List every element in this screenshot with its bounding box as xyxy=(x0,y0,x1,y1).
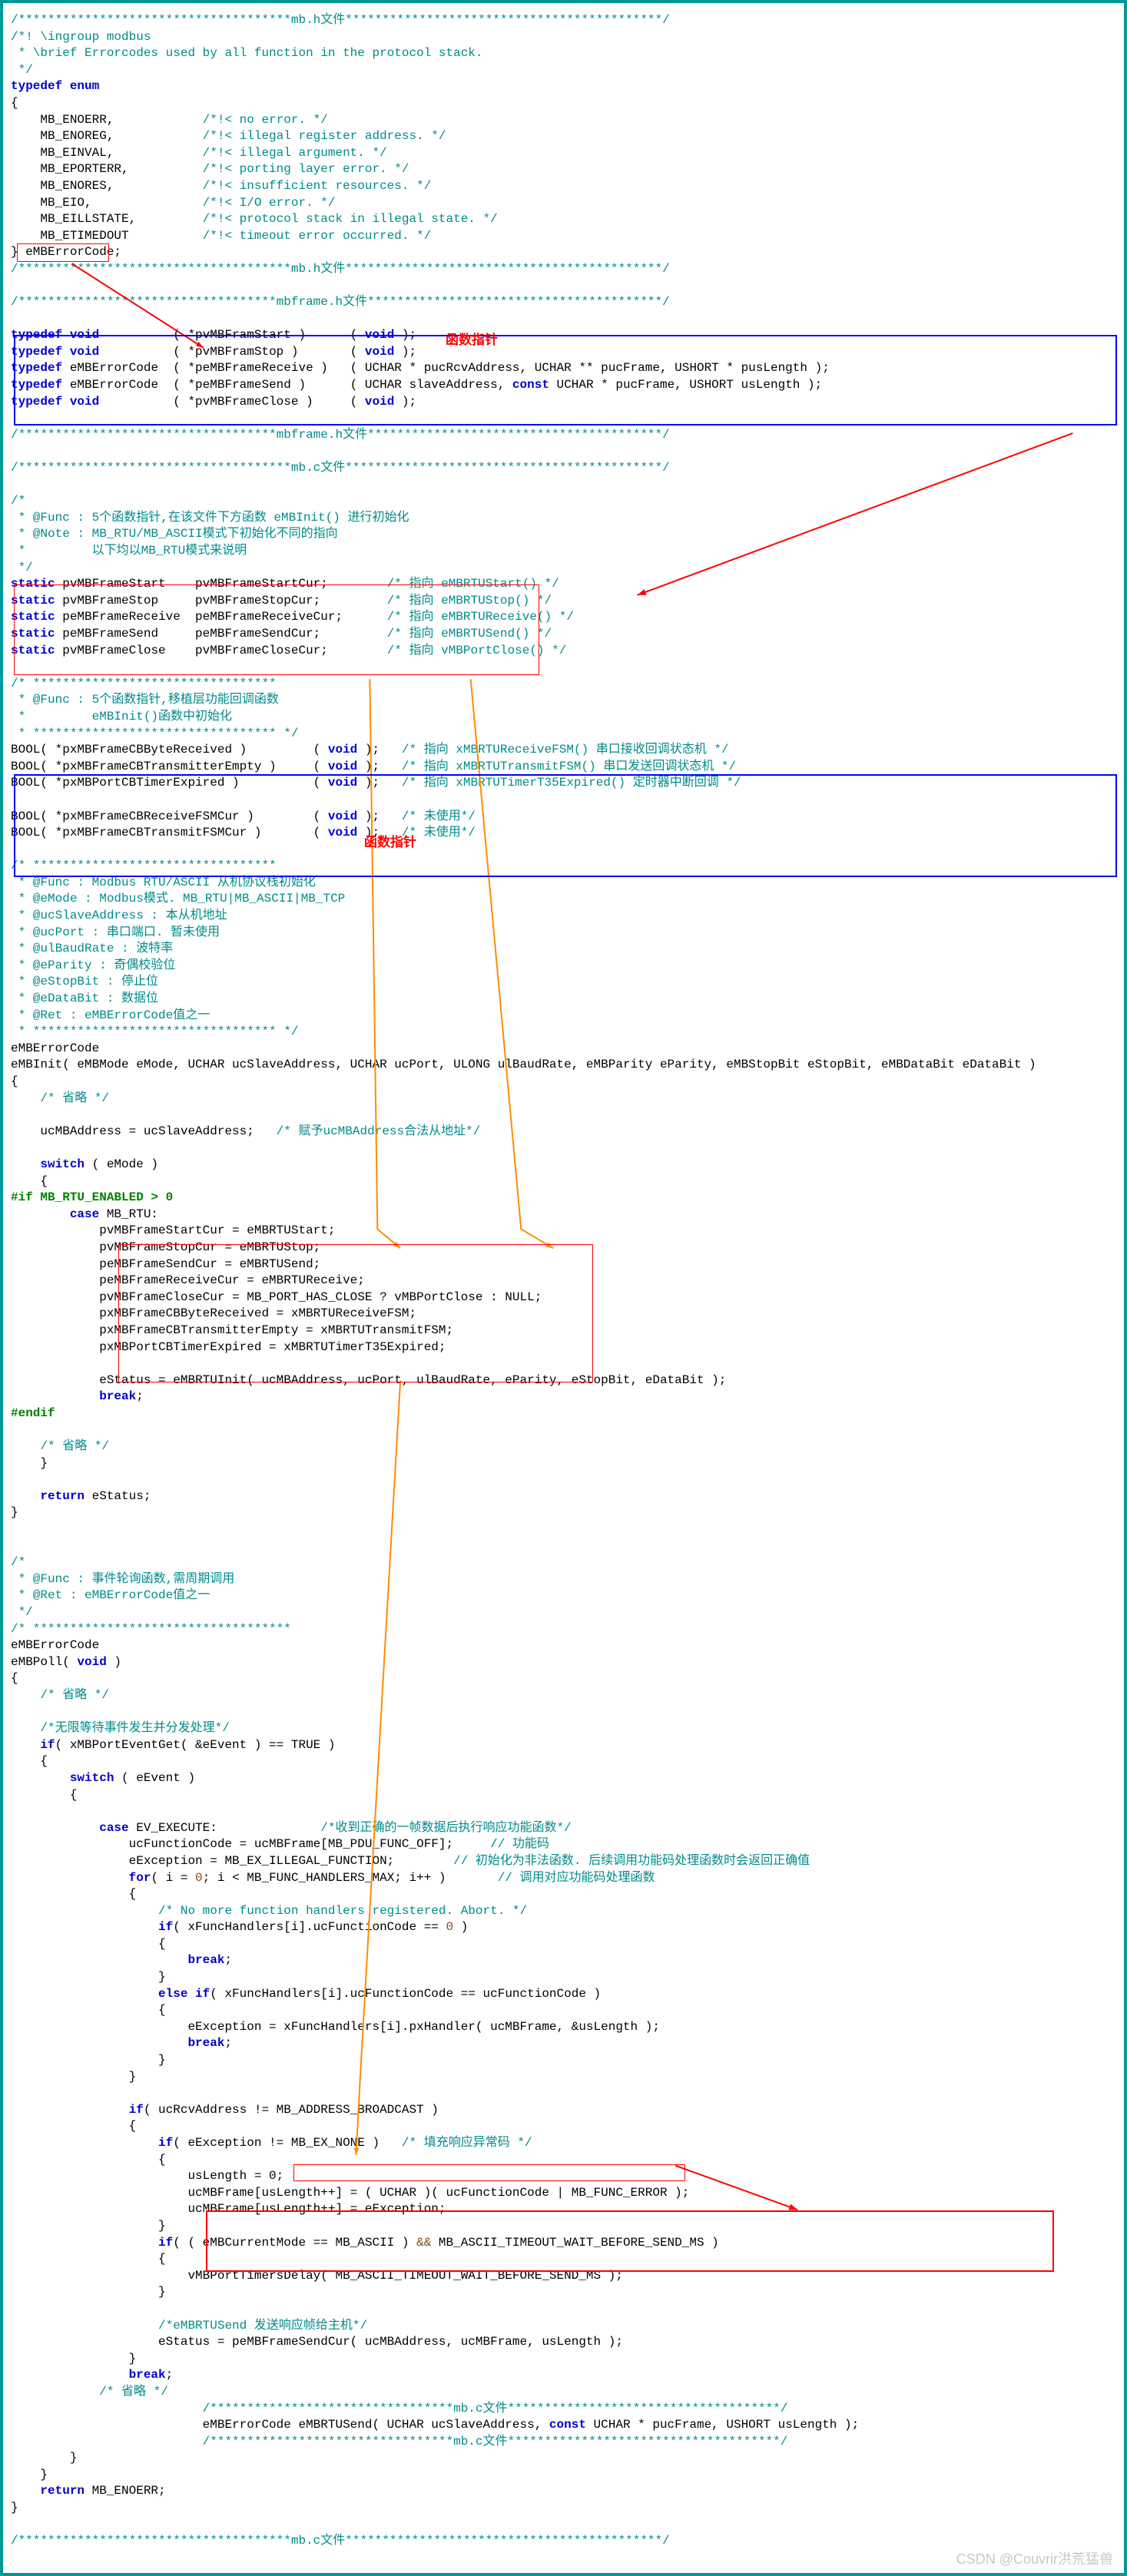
code-area: /*************************************mb… xyxy=(3,3,1124,2573)
outer-frame: /*************************************mb… xyxy=(0,0,1127,2576)
watermark: CSDN @Couvrir洪荒猛兽 xyxy=(956,2550,1113,2568)
